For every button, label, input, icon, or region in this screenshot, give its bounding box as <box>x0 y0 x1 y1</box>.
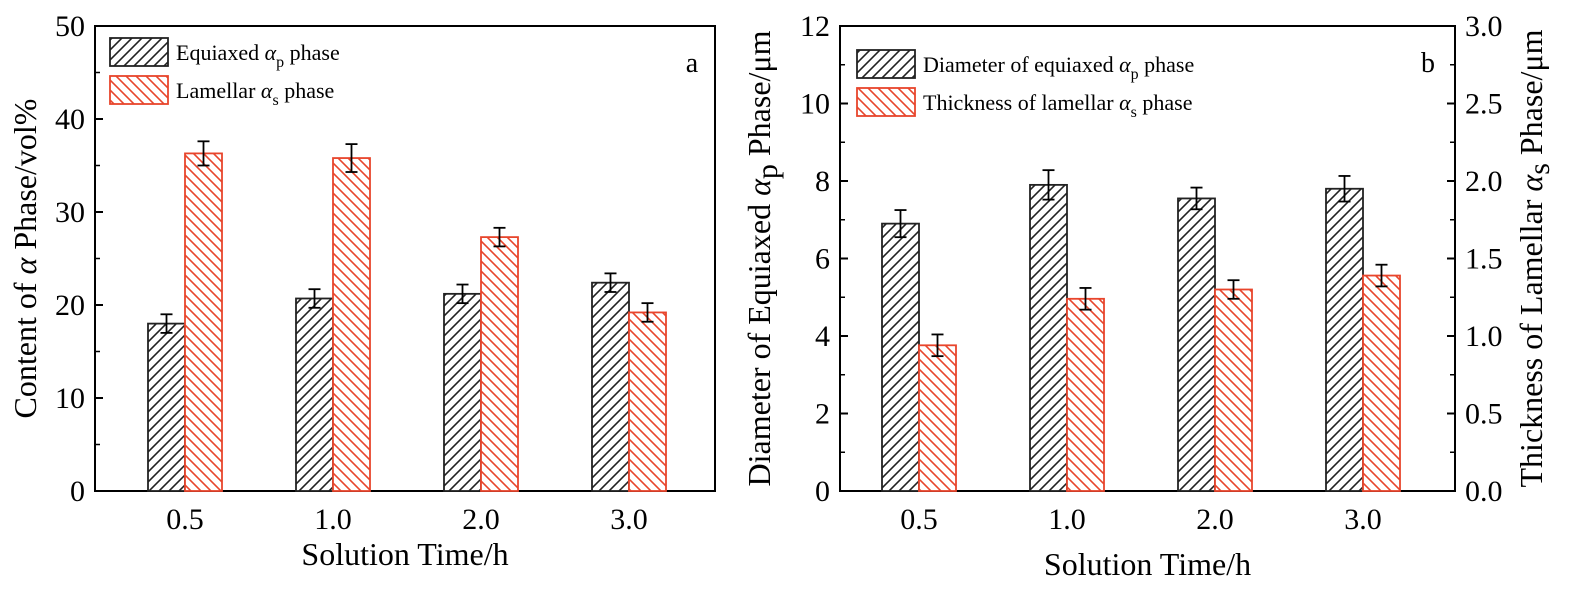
y-axis-title-greek: α <box>7 256 43 274</box>
bar-series1 <box>1029 183 1068 492</box>
bar-series1 <box>147 322 186 492</box>
y-axis-title-greek: α <box>741 178 777 196</box>
y-right-tick-label: 1.0 <box>1465 320 1503 353</box>
y-right-axis-title-post: Phase/μm <box>1513 29 1549 163</box>
bar-series1 <box>443 292 482 492</box>
legend-label-1-sub: p <box>1131 66 1139 83</box>
y-tick-label: 8 <box>815 165 830 198</box>
legend-label-2: Lamellar αs phase <box>176 78 334 109</box>
y-tick-label: 2 <box>815 398 830 431</box>
bar-series1 <box>591 281 630 492</box>
bar-series2 <box>184 152 223 492</box>
y-tick-label: 20 <box>55 289 85 322</box>
legend-label-2-greek: α <box>261 78 273 103</box>
legend-label-2-post: phase <box>1137 90 1193 115</box>
legend-label-1: Equiaxed αp phase <box>176 40 340 71</box>
y-right-axis-title-pre: Thickness of Lamellar <box>1513 192 1549 488</box>
legend-label-1-sub: p <box>276 54 284 71</box>
y-axis-title-pre: Diameter of Equiaxed <box>741 196 777 487</box>
bar-series2 <box>332 157 371 492</box>
x-tick-label: 1.0 <box>1048 503 1086 536</box>
y-tick-label: 6 <box>815 243 830 276</box>
y-tick-label: 40 <box>55 103 85 136</box>
legend-label-2-sub: s <box>272 92 278 109</box>
y-tick-label: 4 <box>815 320 830 353</box>
bar-series2 <box>628 311 667 492</box>
y-tick-label: 10 <box>800 88 830 121</box>
y-axis-title-pre: Content of <box>7 274 43 418</box>
y-axis-title-sub: p <box>751 164 784 179</box>
x-axis-title: Solution Time/h <box>301 536 508 572</box>
legend-label-1-pre: Equiaxed <box>176 40 265 65</box>
y-axis-title: Diameter of Equiaxed αp Phase/μm <box>741 30 784 486</box>
panel-a-chart: 0 10 20 30 40 50 0.5 1.0 2.0 3.0 Solution Time/h Co… <box>7 10 716 572</box>
y-right-tick-label: 3.0 <box>1465 10 1503 43</box>
y-right-tick-label: 1.5 <box>1465 243 1503 276</box>
bar-series1 <box>1177 197 1216 492</box>
legend-label-2-pre: Lamellar <box>176 78 261 103</box>
y-axis-title: Content of α Phase/vol% <box>7 99 43 419</box>
bar-series2 <box>918 344 957 492</box>
x-tick-label: 1.0 <box>314 503 352 536</box>
y-right-tick-label: 2.5 <box>1465 88 1503 121</box>
panel-b-chart: 0 2 4 6 8 10 12 0.0 0.5 1.0 1.5 2.0 2.5 3.0 0.5 1.0 2.0 3… <box>741 10 1556 582</box>
y-axis-title-post: Phase/vol% <box>7 99 43 258</box>
y-right-tick-label: 0.0 <box>1465 475 1503 508</box>
legend-label-1-greek: α <box>265 40 277 65</box>
y-axis-title-post: Phase/μm <box>741 30 777 164</box>
panel-letter: a <box>686 48 699 79</box>
legend-label-2-greek: α <box>1119 90 1131 115</box>
bar-series1 <box>295 297 334 492</box>
bar-series2 <box>1066 297 1105 492</box>
y-tick-label: 0 <box>815 475 830 508</box>
y-right-axis-title-sub: s <box>1523 163 1556 175</box>
bar-series2 <box>480 236 519 492</box>
x-tick-label: 2.0 <box>1196 503 1234 536</box>
bar-series1 <box>881 222 920 492</box>
x-tick-label: 0.5 <box>900 503 938 536</box>
legend-label-1-post: phase <box>1139 52 1195 77</box>
legend-swatch-2 <box>856 87 916 117</box>
legend-label-2: Thickness of lamellar αs phase <box>923 90 1193 121</box>
x-tick-label: 0.5 <box>166 503 204 536</box>
bar-series1 <box>1325 187 1364 492</box>
y-right-axis-title: Thickness of Lamellar αs Phase/μm <box>1513 29 1556 487</box>
legend-label-1-greek: α <box>1119 52 1131 77</box>
y-tick-label: 12 <box>800 10 830 43</box>
legend-label-1: Diameter of equiaxed αp phase <box>923 52 1194 83</box>
y-tick-label: 10 <box>55 382 85 415</box>
legend-label-1-post: phase <box>284 40 340 65</box>
legend-swatch-2 <box>109 75 169 105</box>
y-tick-label: 30 <box>55 196 85 229</box>
x-tick-label: 2.0 <box>462 503 500 536</box>
y-right-axis-title-greek: α <box>1513 174 1549 192</box>
legend-label-2-pre: Thickness of lamellar <box>923 90 1119 115</box>
legend-label-1-pre: Diameter of equiaxed <box>923 52 1119 77</box>
legend-label-2-sub: s <box>1131 104 1137 121</box>
x-tick-label: 3.0 <box>610 503 648 536</box>
panel-letter: b <box>1421 48 1435 79</box>
legend-label-2-post: phase <box>279 78 335 103</box>
bar-series2 <box>1362 274 1401 492</box>
y-tick-label: 0 <box>70 475 85 508</box>
x-axis-title: Solution Time/h <box>1044 546 1251 582</box>
legend-swatch-1 <box>109 37 169 67</box>
y-tick-label: 50 <box>55 10 85 43</box>
legend-swatch-1 <box>856 49 916 79</box>
x-tick-label: 3.0 <box>1344 503 1382 536</box>
y-right-tick-label: 0.5 <box>1465 398 1503 431</box>
y-right-tick-label: 2.0 <box>1465 165 1503 198</box>
bar-series2 <box>1214 288 1253 492</box>
